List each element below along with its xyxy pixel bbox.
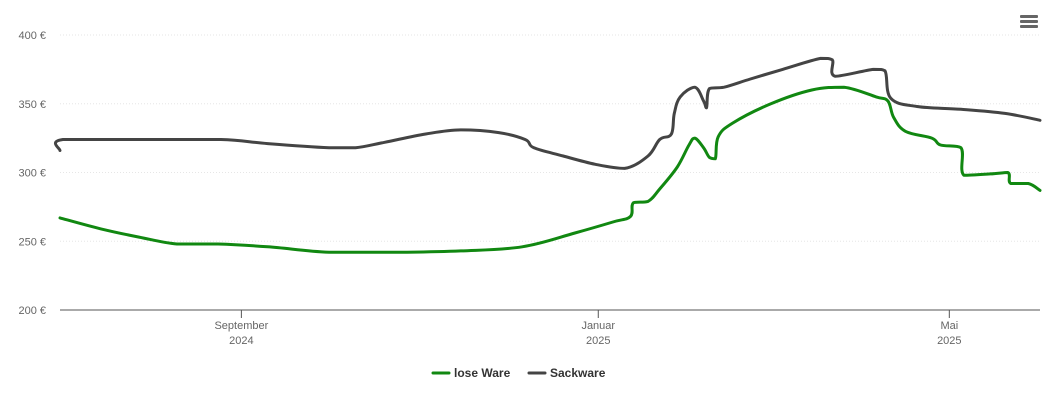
x-tick-year-label: 2024	[229, 335, 253, 347]
legend[interactable]: lose Ware Sackware	[431, 366, 606, 380]
x-tick-label: Mai	[940, 320, 958, 332]
x-tick-label: September	[214, 320, 268, 332]
x-tick-year-label: 2025	[586, 335, 610, 347]
y-tick-label: 200 €	[18, 305, 46, 317]
axes: 200 € 250 € 300 € 350 € 400 € September 2024 Ja…	[18, 30, 1040, 347]
x-tick-label: Januar	[581, 320, 615, 332]
series-line-lose-ware	[58, 85, 1042, 254]
legend-label: lose Ware	[454, 366, 511, 380]
x-tick-year-label: 2025	[937, 335, 961, 347]
series-group	[53, 56, 1042, 254]
hamburger-icon	[1020, 15, 1038, 28]
series-line-sackware	[53, 56, 1042, 170]
y-tick-label: 250 €	[18, 236, 46, 248]
legend-item-lose-ware[interactable]: lose Ware	[431, 366, 511, 380]
y-tick-label: 300 €	[18, 168, 46, 180]
legend-item-sackware[interactable]: Sackware	[527, 366, 606, 380]
y-tick-label: 400 €	[18, 30, 46, 42]
legend-label: Sackware	[550, 366, 606, 380]
y-tick-label: 350 €	[18, 99, 46, 111]
chart-menu-button[interactable]	[1016, 10, 1042, 34]
